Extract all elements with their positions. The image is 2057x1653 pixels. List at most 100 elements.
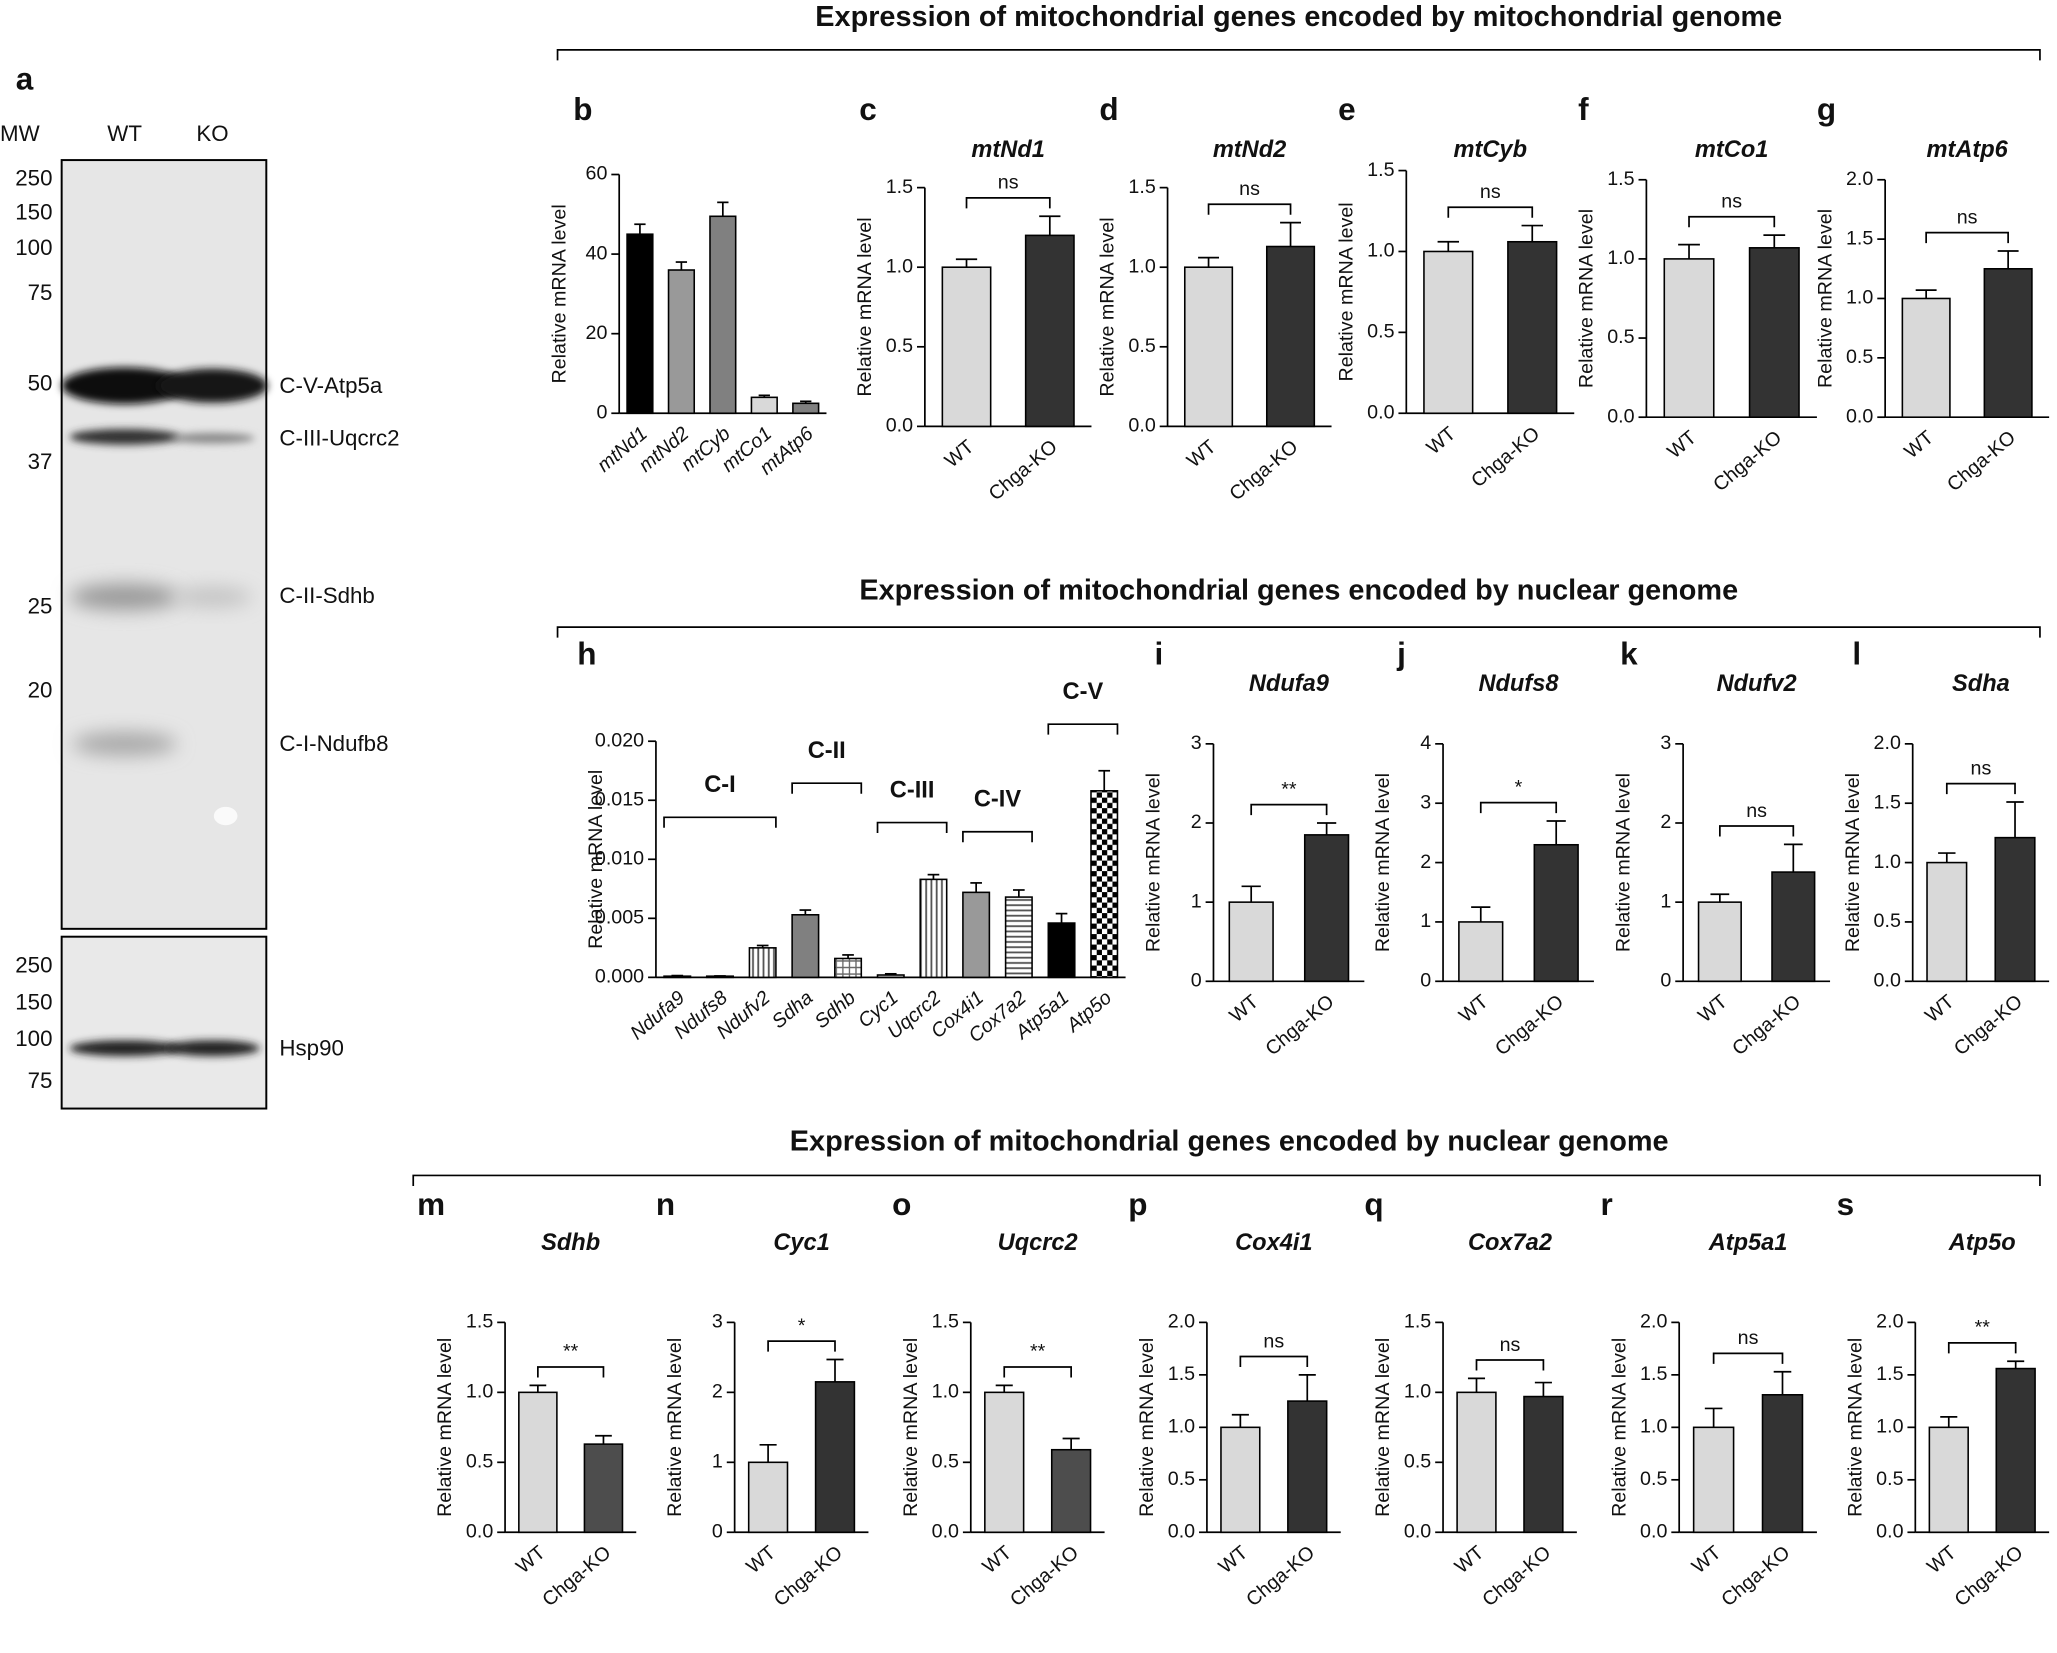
significance-label: ns bbox=[1500, 1334, 1521, 1356]
blot-artifact bbox=[213, 806, 238, 826]
bar bbox=[962, 891, 991, 979]
y-axis-label: Relative mRNA level bbox=[548, 204, 570, 383]
significance-label: ns bbox=[1480, 181, 1501, 203]
y-tick-label: 0 bbox=[596, 401, 607, 423]
band-label: C-V-Atp5a bbox=[279, 373, 382, 398]
bar bbox=[1220, 1426, 1261, 1534]
y-axis-label: Relative mRNA level bbox=[1136, 1338, 1158, 1517]
bar bbox=[1523, 1395, 1564, 1534]
x-tick-label: Sdhb bbox=[811, 987, 860, 1033]
significance-label: ns bbox=[1971, 757, 1992, 779]
significance-bracket bbox=[1479, 801, 1558, 814]
y-axis-label: Relative mRNA level bbox=[1143, 773, 1165, 952]
significance-label: ns bbox=[1721, 191, 1742, 213]
chart-title: Ndufa9 bbox=[1249, 671, 1330, 697]
y-tick-label: 2 bbox=[712, 1381, 723, 1403]
panel-letter: c bbox=[859, 92, 877, 127]
section-bracket bbox=[556, 49, 2041, 61]
y-tick-label: 1.0 bbox=[1876, 1416, 1903, 1438]
y-tick-label: 1.0 bbox=[1367, 240, 1394, 262]
y-tick-label: 0.0 bbox=[1876, 1520, 1903, 1542]
y-tick-label: 0.0 bbox=[1367, 401, 1394, 423]
significance-bracket bbox=[1947, 1341, 2017, 1354]
section-bracket bbox=[556, 626, 2041, 638]
bar bbox=[792, 402, 820, 415]
blot-band bbox=[69, 1040, 180, 1057]
y-tick-label: 0.0 bbox=[932, 1520, 959, 1542]
y-tick-label: 2 bbox=[1191, 811, 1202, 833]
x-tick-label: Chga-KO bbox=[1467, 423, 1544, 493]
y-tick-label: 0 bbox=[712, 1520, 723, 1542]
x-tick-label: WT bbox=[1225, 991, 1263, 1027]
mw-marker: 20 bbox=[28, 677, 53, 702]
bar bbox=[1004, 896, 1033, 979]
bar bbox=[834, 957, 863, 979]
y-tick-label: 1.5 bbox=[1404, 1311, 1431, 1333]
y-tick-label: 0.0 bbox=[1607, 405, 1634, 427]
y-tick-label: 0.0 bbox=[1128, 415, 1155, 437]
group-bracket bbox=[1047, 723, 1119, 735]
y-tick-label: 0.5 bbox=[932, 1451, 959, 1473]
y-tick-label: 1.5 bbox=[466, 1311, 493, 1333]
bar bbox=[1663, 258, 1715, 418]
y-tick-label: 0.5 bbox=[1367, 321, 1394, 343]
x-tick-label: Chga-KO bbox=[985, 436, 1062, 506]
bar bbox=[663, 975, 692, 979]
band-label: C-III-Uqcrc2 bbox=[279, 425, 399, 450]
mw-marker: 37 bbox=[28, 449, 53, 474]
bar bbox=[1303, 834, 1350, 983]
significance-bracket bbox=[1239, 1355, 1309, 1367]
x-tick-label: Chga-KO bbox=[1262, 991, 1339, 1061]
panel-letter: r bbox=[1600, 1187, 1612, 1222]
y-tick-label: 2.0 bbox=[1168, 1311, 1195, 1333]
bar bbox=[1050, 1448, 1092, 1534]
x-tick-label: WT bbox=[1900, 427, 1938, 463]
blot-header: KO bbox=[196, 121, 228, 146]
x-tick-label: WT bbox=[1451, 1542, 1489, 1578]
chart-title: Ndufs8 bbox=[1478, 671, 1559, 697]
significance-label: ns bbox=[1263, 1330, 1284, 1352]
band-label: Hsp90 bbox=[279, 1035, 343, 1060]
blot-band bbox=[72, 732, 178, 756]
significance-bracket bbox=[965, 197, 1051, 209]
x-tick-label: Chga-KO bbox=[1728, 991, 1805, 1061]
y-tick-label: 1.5 bbox=[1128, 176, 1155, 198]
x-tick-label: Chga-KO bbox=[1242, 1542, 1319, 1612]
group-label: C-V bbox=[1063, 679, 1104, 705]
x-tick-label: Sdha bbox=[768, 987, 817, 1033]
significance-bracket bbox=[1712, 1352, 1784, 1364]
chart-title: Atp5o bbox=[1948, 1230, 2016, 1256]
y-tick-label: 1 bbox=[1660, 890, 1671, 912]
y-axis-label: Relative mRNA level bbox=[900, 1338, 922, 1517]
y-tick-label: 0.0 bbox=[1846, 405, 1873, 427]
x-tick-label: WT bbox=[978, 1542, 1016, 1578]
group-label: C-IV bbox=[974, 786, 1021, 812]
band-label: C-II-Sdhb bbox=[279, 583, 374, 608]
mw-marker: 250 bbox=[15, 953, 52, 978]
significance-bracket bbox=[767, 1340, 836, 1352]
y-tick-label: 3 bbox=[1420, 791, 1431, 813]
mw-marker: 250 bbox=[15, 166, 52, 191]
significance-label: ns bbox=[1239, 178, 1260, 200]
x-tick-label: WT bbox=[941, 436, 979, 472]
y-axis-label: Relative mRNA level bbox=[664, 1338, 686, 1517]
band-label: C-I-Ndufb8 bbox=[279, 731, 388, 756]
y-tick-label: 1.0 bbox=[886, 255, 913, 277]
bar bbox=[1692, 1426, 1735, 1534]
section-title: Expression of mitochondrial genes encode… bbox=[815, 1, 1782, 33]
panel-letter: d bbox=[1099, 92, 1118, 127]
chart-title: Sdha bbox=[1952, 671, 2010, 697]
y-tick-label: 1.5 bbox=[1874, 791, 1901, 813]
chart-title: mtNd1 bbox=[971, 137, 1044, 163]
y-tick-label: 1.5 bbox=[1607, 168, 1634, 190]
western-blot: a MW WT KO C-V-Atp5a C-III-Uqcrc2 C-II-S… bbox=[0, 62, 400, 1110]
x-tick-label: WT bbox=[742, 1542, 780, 1578]
y-axis-label: Relative mRNA level bbox=[854, 217, 876, 396]
y-tick-label: 0.0 bbox=[1640, 1520, 1667, 1542]
panel-letter: b bbox=[573, 92, 592, 127]
significance-label: ** bbox=[1281, 778, 1297, 800]
y-axis-label: Relative mRNA level bbox=[1608, 1338, 1630, 1517]
y-axis-label: Relative mRNA level bbox=[1612, 773, 1634, 952]
bar bbox=[791, 914, 820, 979]
y-tick-label: 0.5 bbox=[1128, 335, 1155, 357]
